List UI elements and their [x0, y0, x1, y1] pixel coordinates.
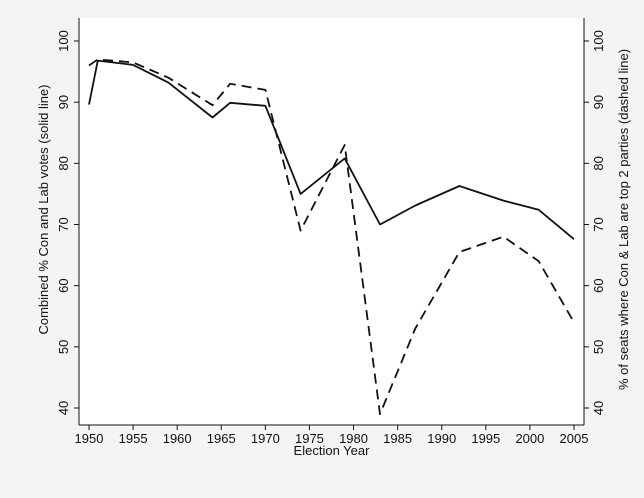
x-axis-title: Election Year [294, 443, 371, 458]
x-tick-label: 1965 [207, 431, 236, 446]
plot-area [79, 18, 584, 425]
y-right-tick-label: 70 [591, 217, 606, 231]
x-tick-label: 2005 [560, 431, 589, 446]
y-right-tick-label: 80 [591, 156, 606, 170]
y-left-axis-title: Combined % Con and Lab votes (solid line… [36, 84, 51, 334]
y-left-tick-label: 80 [56, 156, 71, 170]
y-left-tick-label: 50 [56, 340, 71, 354]
y-right-tick-label: 90 [591, 95, 606, 109]
y-right-axis-title: % of seats where Con & Lab are top 2 par… [616, 49, 631, 390]
x-tick-label: 1970 [251, 431, 280, 446]
x-tick-label: 1990 [427, 431, 456, 446]
series-line-seats-dashed [88, 58, 575, 416]
x-tick-label: 1995 [471, 431, 500, 446]
x-tick-label: 1950 [75, 431, 104, 446]
x-tick-label: 1960 [163, 431, 192, 446]
y-left-tick-label: 60 [56, 278, 71, 292]
x-tick-label: 1980 [339, 431, 368, 446]
y-right-tick-label: 60 [591, 278, 606, 292]
y-left-tick-label: 70 [56, 217, 71, 231]
series-line-votes-solid [88, 59, 575, 240]
x-tick-label: 1955 [119, 431, 148, 446]
y-right-tick-label: 100 [591, 30, 606, 52]
y-left-tick-label: 40 [56, 401, 71, 415]
x-tick-label: 2000 [515, 431, 544, 446]
y-left-tick-label: 100 [56, 30, 71, 52]
y-right-tick-label: 50 [591, 340, 606, 354]
y-right-tick-label: 40 [591, 401, 606, 415]
x-tick-label: 1975 [295, 431, 324, 446]
x-tick-label: 1985 [383, 431, 412, 446]
y-left-tick-label: 90 [56, 95, 71, 109]
